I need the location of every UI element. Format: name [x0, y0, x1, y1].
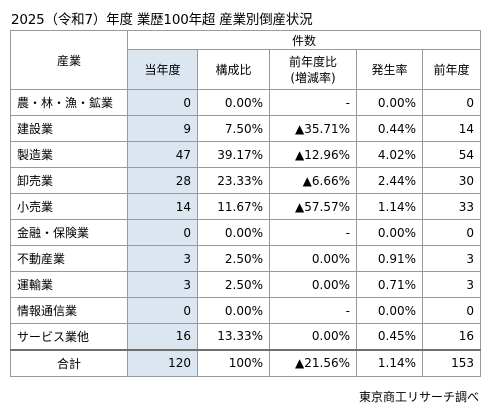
rate-cell: 0.00% [356, 89, 423, 116]
column-header-prev: 前年度 [421, 49, 482, 90]
rate-cell: 0.45% [356, 323, 423, 350]
share-cell: 0.00% [197, 297, 270, 324]
current-cell: 28 [127, 167, 198, 194]
column-header-share: 構成比 [197, 49, 270, 90]
table-row: 運輸業 3 2.50% 0.00% 0.71% 3 [10, 271, 482, 298]
yoy-cell: 0.00% [269, 271, 357, 298]
column-header-current: 当年度 [127, 49, 198, 90]
industry-cell: 建設業 [10, 115, 128, 142]
yoy-cell: ▲57.57% [269, 193, 357, 220]
total-label-cell: 合計 [10, 348, 128, 377]
prev-cell: 33 [421, 193, 482, 220]
prev-cell: 30 [421, 167, 482, 194]
industry-cell: 不動産業 [10, 245, 128, 272]
prev-cell: 0 [421, 89, 482, 116]
industry-cell: サービス業他 [10, 323, 128, 350]
rate-cell: 0.00% [356, 297, 423, 324]
header-row-group: 産業 件数 [10, 30, 482, 90]
current-cell: 47 [127, 141, 198, 168]
rate-cell: 4.02% [356, 141, 423, 168]
table-row: サービス業他 16 13.33% 0.00% 0.45% 16 [10, 323, 482, 350]
share-cell: 39.17% [197, 141, 270, 168]
share-cell: 0.00% [197, 219, 270, 246]
bankruptcy-table: 産業 件数 当年度 構成比 前年度比 (増減率) 発生率 前年度 農・林・漁・鉱… [10, 30, 482, 377]
total-current-cell: 120 [127, 348, 198, 377]
yoy-cell: 0.00% [269, 323, 357, 350]
current-cell: 14 [127, 193, 198, 220]
current-cell: 3 [127, 271, 198, 298]
table-row: 卸売業 28 23.33% ▲6.66% 2.44% 30 [10, 167, 482, 194]
total-yoy-cell: ▲21.56% [269, 348, 357, 377]
source-note: 東京商工リサーチ調べ [358, 390, 479, 404]
table-row: 不動産業 3 2.50% 0.00% 0.91% 3 [10, 245, 482, 272]
header-row-columns: 当年度 構成比 前年度比 (増減率) 発生率 前年度 [11, 49, 482, 90]
table-row: 建設業 9 7.50% ▲35.71% 0.44% 14 [10, 115, 482, 142]
prev-cell: 0 [421, 297, 482, 324]
share-cell: 7.50% [197, 115, 270, 142]
industry-cell: 卸売業 [10, 167, 128, 194]
current-cell: 0 [127, 219, 198, 246]
total-prev-cell: 153 [421, 348, 482, 377]
table-row: 製造業 47 39.17% ▲12.96% 4.02% 54 [10, 141, 482, 168]
industry-cell: 情報通信業 [10, 297, 128, 324]
total-rate-cell: 1.14% [356, 348, 423, 377]
prev-cell: 16 [421, 323, 482, 350]
industry-cell: 小売業 [10, 193, 128, 220]
prev-cell: 14 [421, 115, 482, 142]
rate-cell: 0.71% [356, 271, 423, 298]
current-cell: 0 [127, 89, 198, 116]
page-title: 2025（令和7）年度 業歴100年超 産業別倒産状況 [11, 12, 313, 28]
prev-cell: 3 [421, 271, 482, 298]
industry-cell: 運輸業 [10, 271, 128, 298]
share-cell: 2.50% [197, 271, 270, 298]
share-cell: 11.67% [197, 193, 270, 220]
industry-cell: 農・林・漁・鉱業 [10, 89, 128, 116]
rate-cell: 2.44% [356, 167, 423, 194]
count-group-header: 件数 [126, 30, 482, 50]
share-cell: 0.00% [197, 89, 270, 116]
share-cell: 23.33% [197, 167, 270, 194]
yoy-cell: - [269, 89, 357, 116]
prev-cell: 54 [421, 141, 482, 168]
total-share-cell: 100% [197, 348, 270, 377]
rate-cell: 0.91% [356, 245, 423, 272]
rate-cell: 0.00% [356, 219, 423, 246]
share-cell: 13.33% [197, 323, 270, 350]
prev-cell: 3 [421, 245, 482, 272]
yoy-cell: ▲12.96% [269, 141, 357, 168]
prev-cell: 0 [421, 219, 482, 246]
table-row: 小売業 14 11.67% ▲57.57% 1.14% 33 [10, 193, 482, 220]
column-header-yoy-line2: (増減率) [290, 70, 336, 85]
share-cell: 2.50% [197, 245, 270, 272]
industry-cell: 金融・保険業 [10, 219, 128, 246]
column-header-yoy: 前年度比 (増減率) [269, 49, 357, 90]
rate-cell: 0.44% [356, 115, 423, 142]
column-header-yoy-line1: 前年度比 [288, 54, 337, 69]
column-header-rate: 発生率 [356, 49, 423, 90]
current-cell: 9 [127, 115, 198, 142]
current-cell: 0 [127, 297, 198, 324]
table-row: 農・林・漁・鉱業 0 0.00% - 0.00% 0 [10, 89, 482, 116]
industry-cell: 製造業 [10, 141, 128, 168]
yoy-cell: ▲35.71% [269, 115, 357, 142]
table-row: 金融・保険業 0 0.00% - 0.00% 0 [10, 219, 482, 246]
table-row: 情報通信業 0 0.00% - 0.00% 0 [10, 297, 482, 324]
rate-cell: 1.14% [356, 193, 423, 220]
yoy-cell: - [269, 219, 357, 246]
current-cell: 3 [127, 245, 198, 272]
total-row: 合計 120 100% ▲21.56% 1.14% 153 [10, 348, 482, 377]
yoy-cell: - [269, 297, 357, 324]
current-cell: 16 [127, 323, 198, 350]
industry-column-header: 産業 [10, 30, 128, 90]
yoy-cell: 0.00% [269, 245, 357, 272]
yoy-cell: ▲6.66% [269, 167, 357, 194]
